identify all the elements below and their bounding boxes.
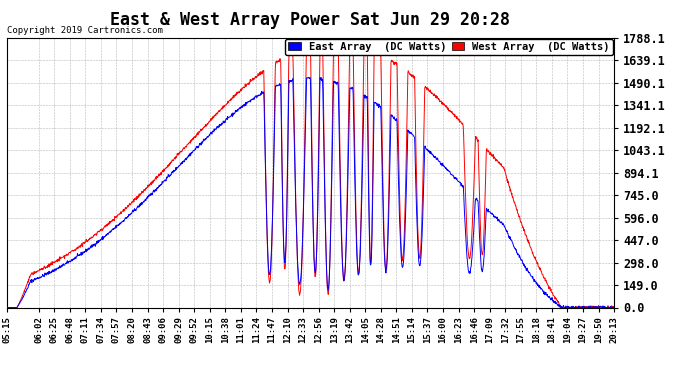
Text: Copyright 2019 Cartronics.com: Copyright 2019 Cartronics.com: [7, 26, 163, 35]
Text: East & West Array Power Sat Jun 29 20:28: East & West Array Power Sat Jun 29 20:28: [110, 11, 511, 29]
Legend: East Array  (DC Watts), West Array  (DC Watts): East Array (DC Watts), West Array (DC Wa…: [285, 39, 613, 55]
